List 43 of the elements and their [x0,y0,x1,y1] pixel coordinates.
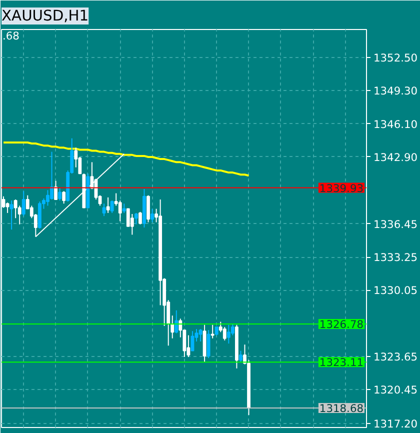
candlestick [110,200,114,214]
y-tick-label: 1333.25 [374,251,418,264]
candlestick [138,211,142,225]
candlestick [38,201,42,229]
ref-line-label: 1326.78 [319,318,364,332]
y-tick-label: 1317.20 [374,417,418,430]
candlestick [226,324,230,344]
candlestick [239,350,242,363]
chart-title: XAUUSD,H1 [2,8,89,24]
candlestick [230,323,234,336]
candlestick [46,190,50,206]
candlestick [150,208,154,223]
candlestick [206,330,210,359]
candlestick [222,326,226,341]
candlestick [62,190,66,204]
y-tick-label: 1320.45 [374,384,418,397]
candlestick [58,188,62,202]
candlestick [10,200,14,230]
candlestick [102,203,106,217]
y-tick-label: 1342.90 [374,150,418,164]
candlestick [210,324,214,339]
y-tick-label: 1336.45 [374,218,418,231]
y-tick-label: 1349.30 [374,84,418,98]
candlestick [54,180,58,200]
candlestick [174,310,178,334]
y-tick-label: 1352.50 [374,51,418,64]
candlestick [106,196,110,214]
y-tick-label: 1323.65 [374,350,418,364]
ref-line-label: 1339.93 [319,182,364,195]
candlestick [6,202,10,214]
candlestick [22,190,26,217]
candlestick [50,151,54,200]
candlestick [118,200,122,222]
candlestick [146,194,150,223]
line-series [2,141,250,177]
ref-line-label: 1318.68 [319,402,364,416]
candlestick [198,328,202,342]
y-tick-label: 1330.05 [374,284,418,298]
candlestick [122,203,126,214]
annotation: .68 [2,30,20,42]
y-tick-label: 1346.10 [374,118,418,131]
candlestick [134,212,138,225]
ref-line-label: 1323.11 [319,356,364,370]
